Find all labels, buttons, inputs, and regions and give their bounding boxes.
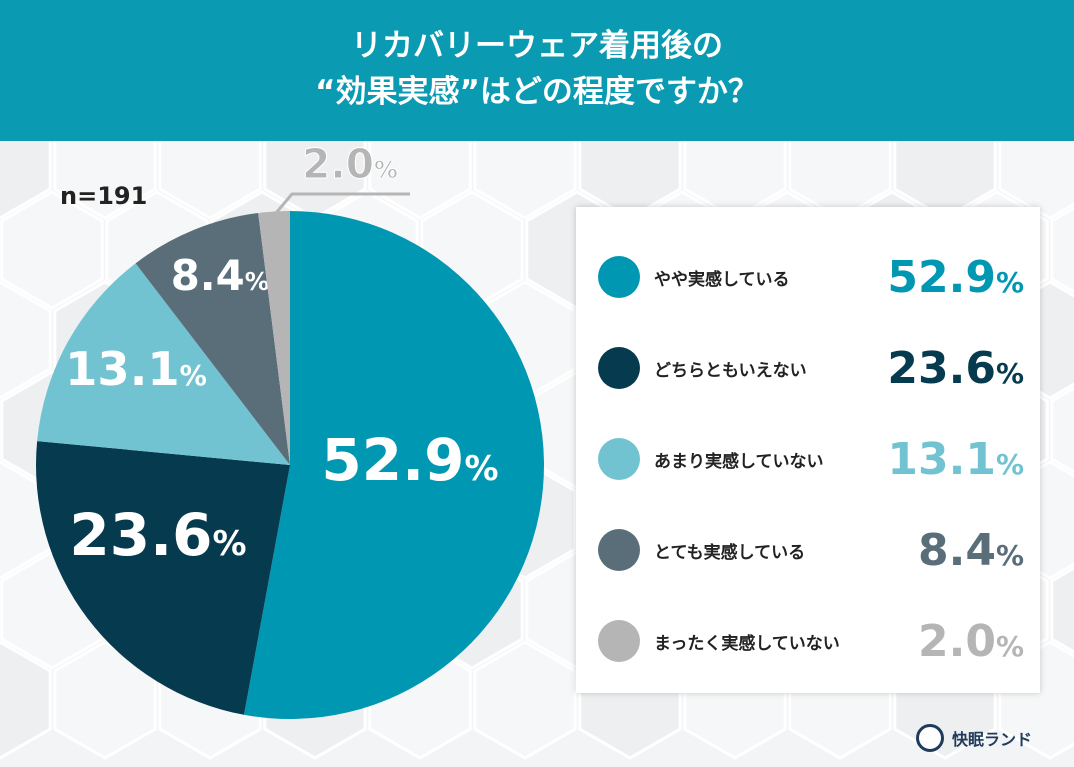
legend-label: とても実感している	[654, 542, 806, 563]
legend-label: どちらともいえない	[654, 360, 807, 381]
legend-value-unit: %	[995, 356, 1024, 390]
hexagon	[1050, 206, 1074, 294]
pie-slice	[35, 441, 291, 715]
hexagon	[1050, 386, 1074, 474]
legend-swatch	[598, 347, 640, 389]
legend-value-number: 2.0	[917, 615, 996, 667]
legend-label: まったく実感していない	[654, 633, 840, 654]
title-line-2: “効果実感”はどの程度ですか？	[315, 74, 759, 110]
chart-title: リカバリーウェア着用後の “効果実感”はどの程度ですか？	[0, 0, 1074, 141]
legend: やや実感している 52.9% どちらともいえない 23.6% あまり実感していない 13.…	[576, 207, 1040, 693]
title-line-1: リカバリーウェア着用後の	[351, 28, 723, 64]
legend-value: 52.9%	[887, 252, 1024, 303]
legend-value: 8.4%	[918, 525, 1024, 576]
legend-value-unit: %	[995, 538, 1024, 572]
legend-swatch	[598, 438, 640, 480]
hexagon	[473, 640, 577, 760]
leader-line	[274, 192, 410, 214]
hexagon	[0, 190, 104, 310]
legend-value-unit: %	[995, 629, 1024, 663]
legend-value-number: 8.4	[917, 524, 996, 576]
hexagon	[0, 640, 52, 760]
legend-value-number: 13.1	[887, 433, 996, 485]
pie-slice	[37, 263, 291, 465]
legend-value-unit: %	[995, 265, 1024, 299]
hexagon	[1050, 566, 1074, 654]
legend-value: 2.0%	[918, 616, 1024, 667]
legend-value-number: 52.9	[887, 251, 996, 303]
legend-label: あまり実感していない	[654, 451, 824, 472]
legend-item: とても実感している 8.4%	[598, 520, 1038, 580]
legend-item: やや実感している 52.9%	[598, 247, 1038, 307]
legend-item: あまり実感していない 13.1%	[598, 429, 1038, 489]
legend-value: 13.1%	[887, 434, 1024, 485]
legend-value: 23.6%	[887, 343, 1024, 394]
legend-item: どちらともいえない 23.6%	[598, 338, 1038, 398]
legend-value-unit: %	[995, 447, 1024, 481]
legend-value-number: 23.6	[887, 342, 996, 394]
logo-icon	[916, 724, 944, 752]
legend-swatch	[598, 529, 640, 571]
slice-label: 2.0%	[302, 140, 398, 188]
pie-slice	[135, 213, 290, 465]
legend-swatch	[598, 256, 640, 298]
legend-item: まったく実感していない 2.0%	[598, 611, 1038, 671]
brand-name: 快眠ランド	[952, 730, 1033, 749]
sample-size: n=191	[60, 182, 148, 210]
pie-chart: 52.9%23.6%13.1%8.4%2.0%	[35, 140, 545, 720]
legend-swatch	[598, 620, 640, 662]
pie-slice	[258, 211, 290, 465]
pie-slice	[243, 211, 545, 720]
hexagon	[0, 280, 52, 400]
legend-label: やや実感している	[654, 269, 790, 290]
brand-logo: 快眠ランド	[916, 724, 1032, 752]
